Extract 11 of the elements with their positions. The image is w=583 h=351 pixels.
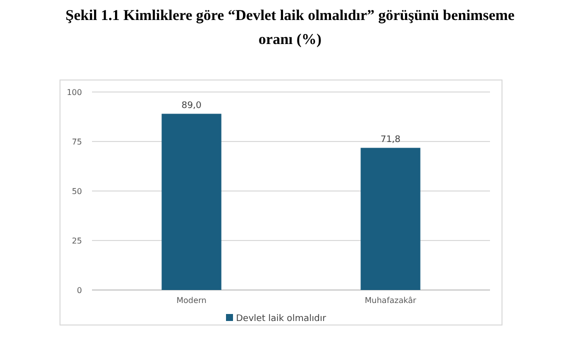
- y-tick-label: 0: [76, 286, 82, 295]
- data-label: 71,8: [380, 134, 401, 145]
- y-tick-label: 25: [72, 236, 82, 246]
- x-tick-label: Modern: [176, 296, 207, 305]
- x-tick-label: Muhafazakâr: [364, 296, 417, 305]
- y-tick-label: 75: [72, 138, 82, 146]
- y-tick-label: 100: [66, 88, 82, 97]
- legend-label: Devlet laik olmalıdır: [236, 314, 326, 324]
- data-label: 89,0: [181, 100, 202, 111]
- chart-title: Şekil 1.1 Kimliklere göre “Devlet laik olmalıdır” görüşünü benimseme oranı (%): [65, 8, 515, 48]
- y-tick-label: 50: [72, 187, 82, 196]
